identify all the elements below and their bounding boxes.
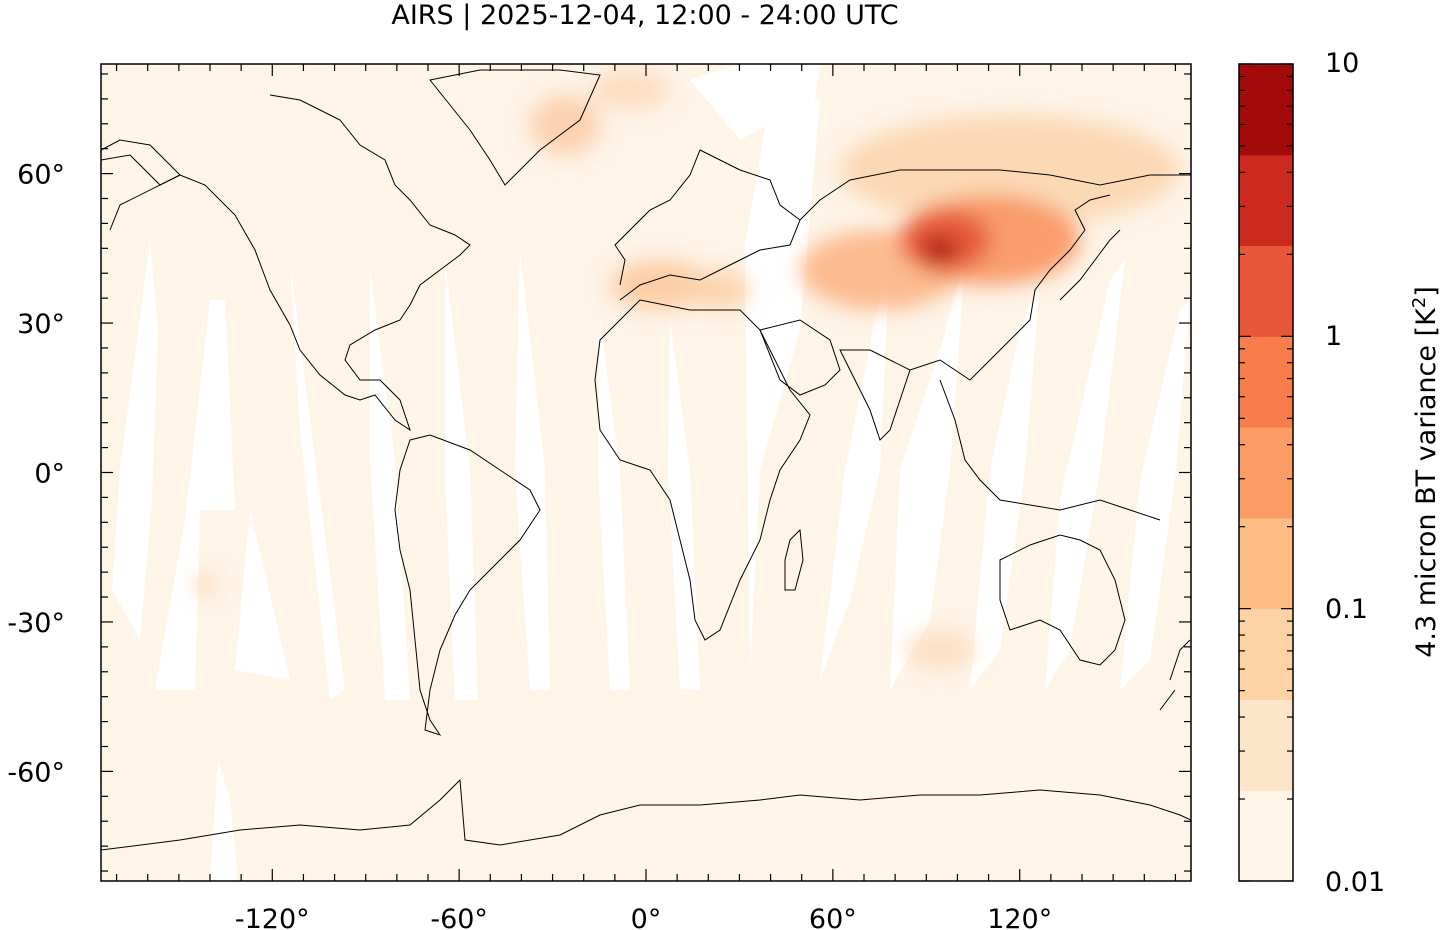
variance-field [193, 70, 1180, 670]
colorbar-segment [1239, 517, 1293, 610]
coastline-north-america [101, 94, 471, 432]
data-gap [890, 260, 965, 690]
axis-ticks [101, 64, 1191, 881]
data-gap [235, 510, 290, 680]
colorbar-segment [1239, 790, 1293, 882]
coastline-arabia [759, 319, 841, 396]
coastline-new-zealand [1159, 639, 1191, 711]
y-tick-label: 0° [34, 459, 65, 490]
coastline-south-america [394, 434, 541, 736]
colorbar-ticks [1239, 63, 1293, 882]
colorbar-frame [1238, 63, 1294, 882]
hotspot-balkans [690, 270, 750, 310]
colorbar-tick-label: 1 [1325, 321, 1342, 352]
hotspot-pacific [193, 575, 217, 595]
coastline-antarctica [101, 778, 1191, 851]
colorbar-title: 4.3 micron BT variance [K2] [1409, 286, 1442, 658]
coastline-madagascar [784, 528, 804, 591]
colorbar: 10 1 0.1 0.01 4.3 micron BT variance [K2… [1238, 48, 1442, 898]
hotspot-central-asia-core [922, 236, 958, 264]
coastline-europe [614, 149, 801, 301]
colorbar-segment [1239, 336, 1293, 428]
coastlines [101, 69, 1191, 851]
data-gap [690, 64, 820, 140]
y-tick-label: 30° [17, 309, 65, 340]
colorbar-segment [1239, 154, 1293, 247]
data-gap [1045, 260, 1125, 690]
coastline-greenland [429, 69, 601, 186]
coastline-australia [999, 534, 1126, 666]
data-gap [820, 250, 890, 680]
y-tick-label: 60° [17, 160, 65, 191]
colorbar-segment [1239, 699, 1293, 791]
hotspot-southern-ocean [905, 630, 975, 670]
colorbar-segment [1239, 608, 1293, 700]
data-gap [1120, 300, 1190, 690]
colorbar-segment [1239, 245, 1293, 337]
colorbar-tick-label: 0.1 [1325, 594, 1368, 625]
data-gap [290, 260, 345, 700]
map-panel [101, 64, 1191, 881]
hotspot-greenland-east [530, 95, 600, 155]
colorbar-segment [1239, 427, 1293, 519]
data-gap [598, 320, 630, 690]
y-tick-label: -60° [7, 757, 65, 788]
data-gap [370, 270, 410, 700]
data-gap [112, 240, 158, 640]
data-gap [155, 300, 235, 690]
y-axis-labels: 60° 30° 0° -30° -60° [7, 160, 65, 789]
x-tick-label: -60° [430, 904, 488, 930]
colorbar-tick-label: 0.01 [1325, 867, 1385, 898]
coastline-southeast-asia [939, 379, 1161, 521]
data-gap [970, 280, 1040, 690]
map-title: AIRS | 2025-12-04, 12:00 - 24:00 UTC [391, 0, 898, 31]
x-tick-label: 0° [631, 904, 662, 930]
coastline-india [839, 349, 911, 441]
colorbar-segment [1239, 64, 1293, 156]
x-tick-label: 120° [987, 904, 1052, 930]
hotspot-arctic [590, 70, 670, 110]
data-gap [210, 760, 238, 881]
x-tick-label: -120° [235, 904, 310, 930]
hotspot-siberia [840, 115, 1180, 225]
data-gap [745, 100, 820, 675]
coastline-alaska [101, 139, 181, 231]
coastline-japan [1059, 229, 1121, 301]
data-gap [515, 250, 550, 690]
colorbar-segments [1239, 64, 1293, 882]
coastline-asia [799, 169, 1191, 381]
y-tick-label: -30° [7, 608, 65, 639]
coastline-africa [594, 299, 811, 641]
x-axis-labels: -120° -60° 0° 60° 120° [235, 904, 1052, 930]
hotspot-mediterranean [610, 260, 710, 310]
x-tick-label: 60° [809, 904, 857, 930]
colorbar-tick-label: 10 [1325, 48, 1359, 79]
